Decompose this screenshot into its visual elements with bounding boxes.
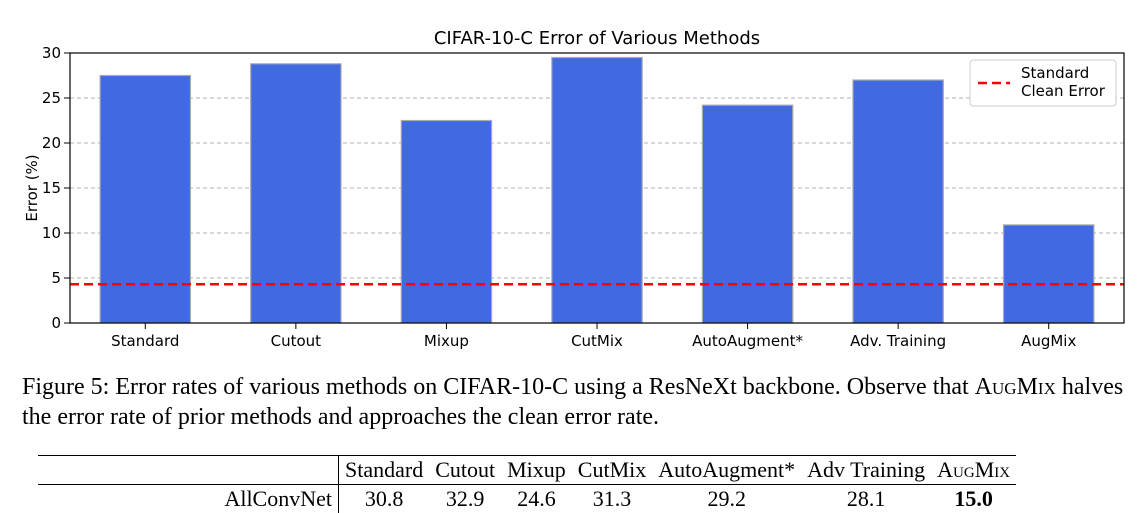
table-header: Adv Training [801,456,931,485]
table-header: AutoAugment* [652,456,801,485]
x-tick-label: Cutout [271,332,322,350]
table-corner-cell [38,456,339,485]
y-tick-label: 10 [42,224,61,242]
table-header: CutMix [572,456,652,485]
y-tick-label: 5 [51,269,61,287]
caption-method: AugMix [975,374,1056,400]
bar [702,105,792,323]
chart-title: CIFAR-10-C Error of Various Methods [434,28,760,49]
chart-svg: CIFAR-10-C Error of Various Methods 0 5 10 1… [0,0,1145,360]
y-tick-label: 30 [42,44,61,62]
table-cell: 29.2 [652,485,801,513]
legend-label: Clean Error [1021,82,1106,100]
table-cell: 28.1 [801,485,931,513]
table-header: AugMix [931,456,1016,485]
bar [1004,225,1094,323]
figure-caption: Figure 5: Error rates of various methods… [22,372,1132,432]
legend-label: Standard [1021,64,1089,82]
x-tick-label: Standard [111,332,179,350]
table-header: Cutout [429,456,501,485]
bar-chart: CIFAR-10-C Error of Various Methods 0 5 10 1… [0,0,1145,360]
table-cell: 32.9 [429,485,501,513]
x-tick-label: Mixup [424,332,469,350]
x-tick-label: AugMix [1021,332,1076,350]
table-row-label: AllConvNet [38,485,339,513]
y-tick-label: 0 [51,314,61,332]
table-cell: 24.6 [501,485,572,513]
x-tick-label: Adv. Training [850,332,946,350]
y-tick-label: 15 [42,179,61,197]
table-cell: 31.3 [572,485,652,513]
results-table-wrap: Standard Cutout Mixup CutMix AutoAugment… [38,455,1108,513]
bar [100,76,190,324]
caption-prefix: Figure 5: Error rates of various methods… [22,374,975,400]
table-header: Mixup [501,456,572,485]
table-header-row: Standard Cutout Mixup CutMix AutoAugment… [38,456,1016,485]
y-tick-label: 20 [42,134,61,152]
x-tick-label: CutMix [571,332,623,350]
bar [853,80,943,323]
results-table: Standard Cutout Mixup CutMix AutoAugment… [38,455,1016,513]
y-axis-label: Error (%) [23,154,41,221]
x-tick-label: AutoAugment* [692,332,803,350]
y-tick-label: 25 [42,89,61,107]
table-cell: 30.8 [339,485,430,513]
table-header: Standard [339,456,430,485]
chart-canvas: CIFAR-10-C Error of Various Methods 0 5 10 1… [0,0,1145,360]
table-row: AllConvNet 30.8 32.9 24.6 31.3 29.2 28.1… [38,485,1016,513]
table-cell-best: 15.0 [931,485,1016,513]
bar [401,121,491,324]
